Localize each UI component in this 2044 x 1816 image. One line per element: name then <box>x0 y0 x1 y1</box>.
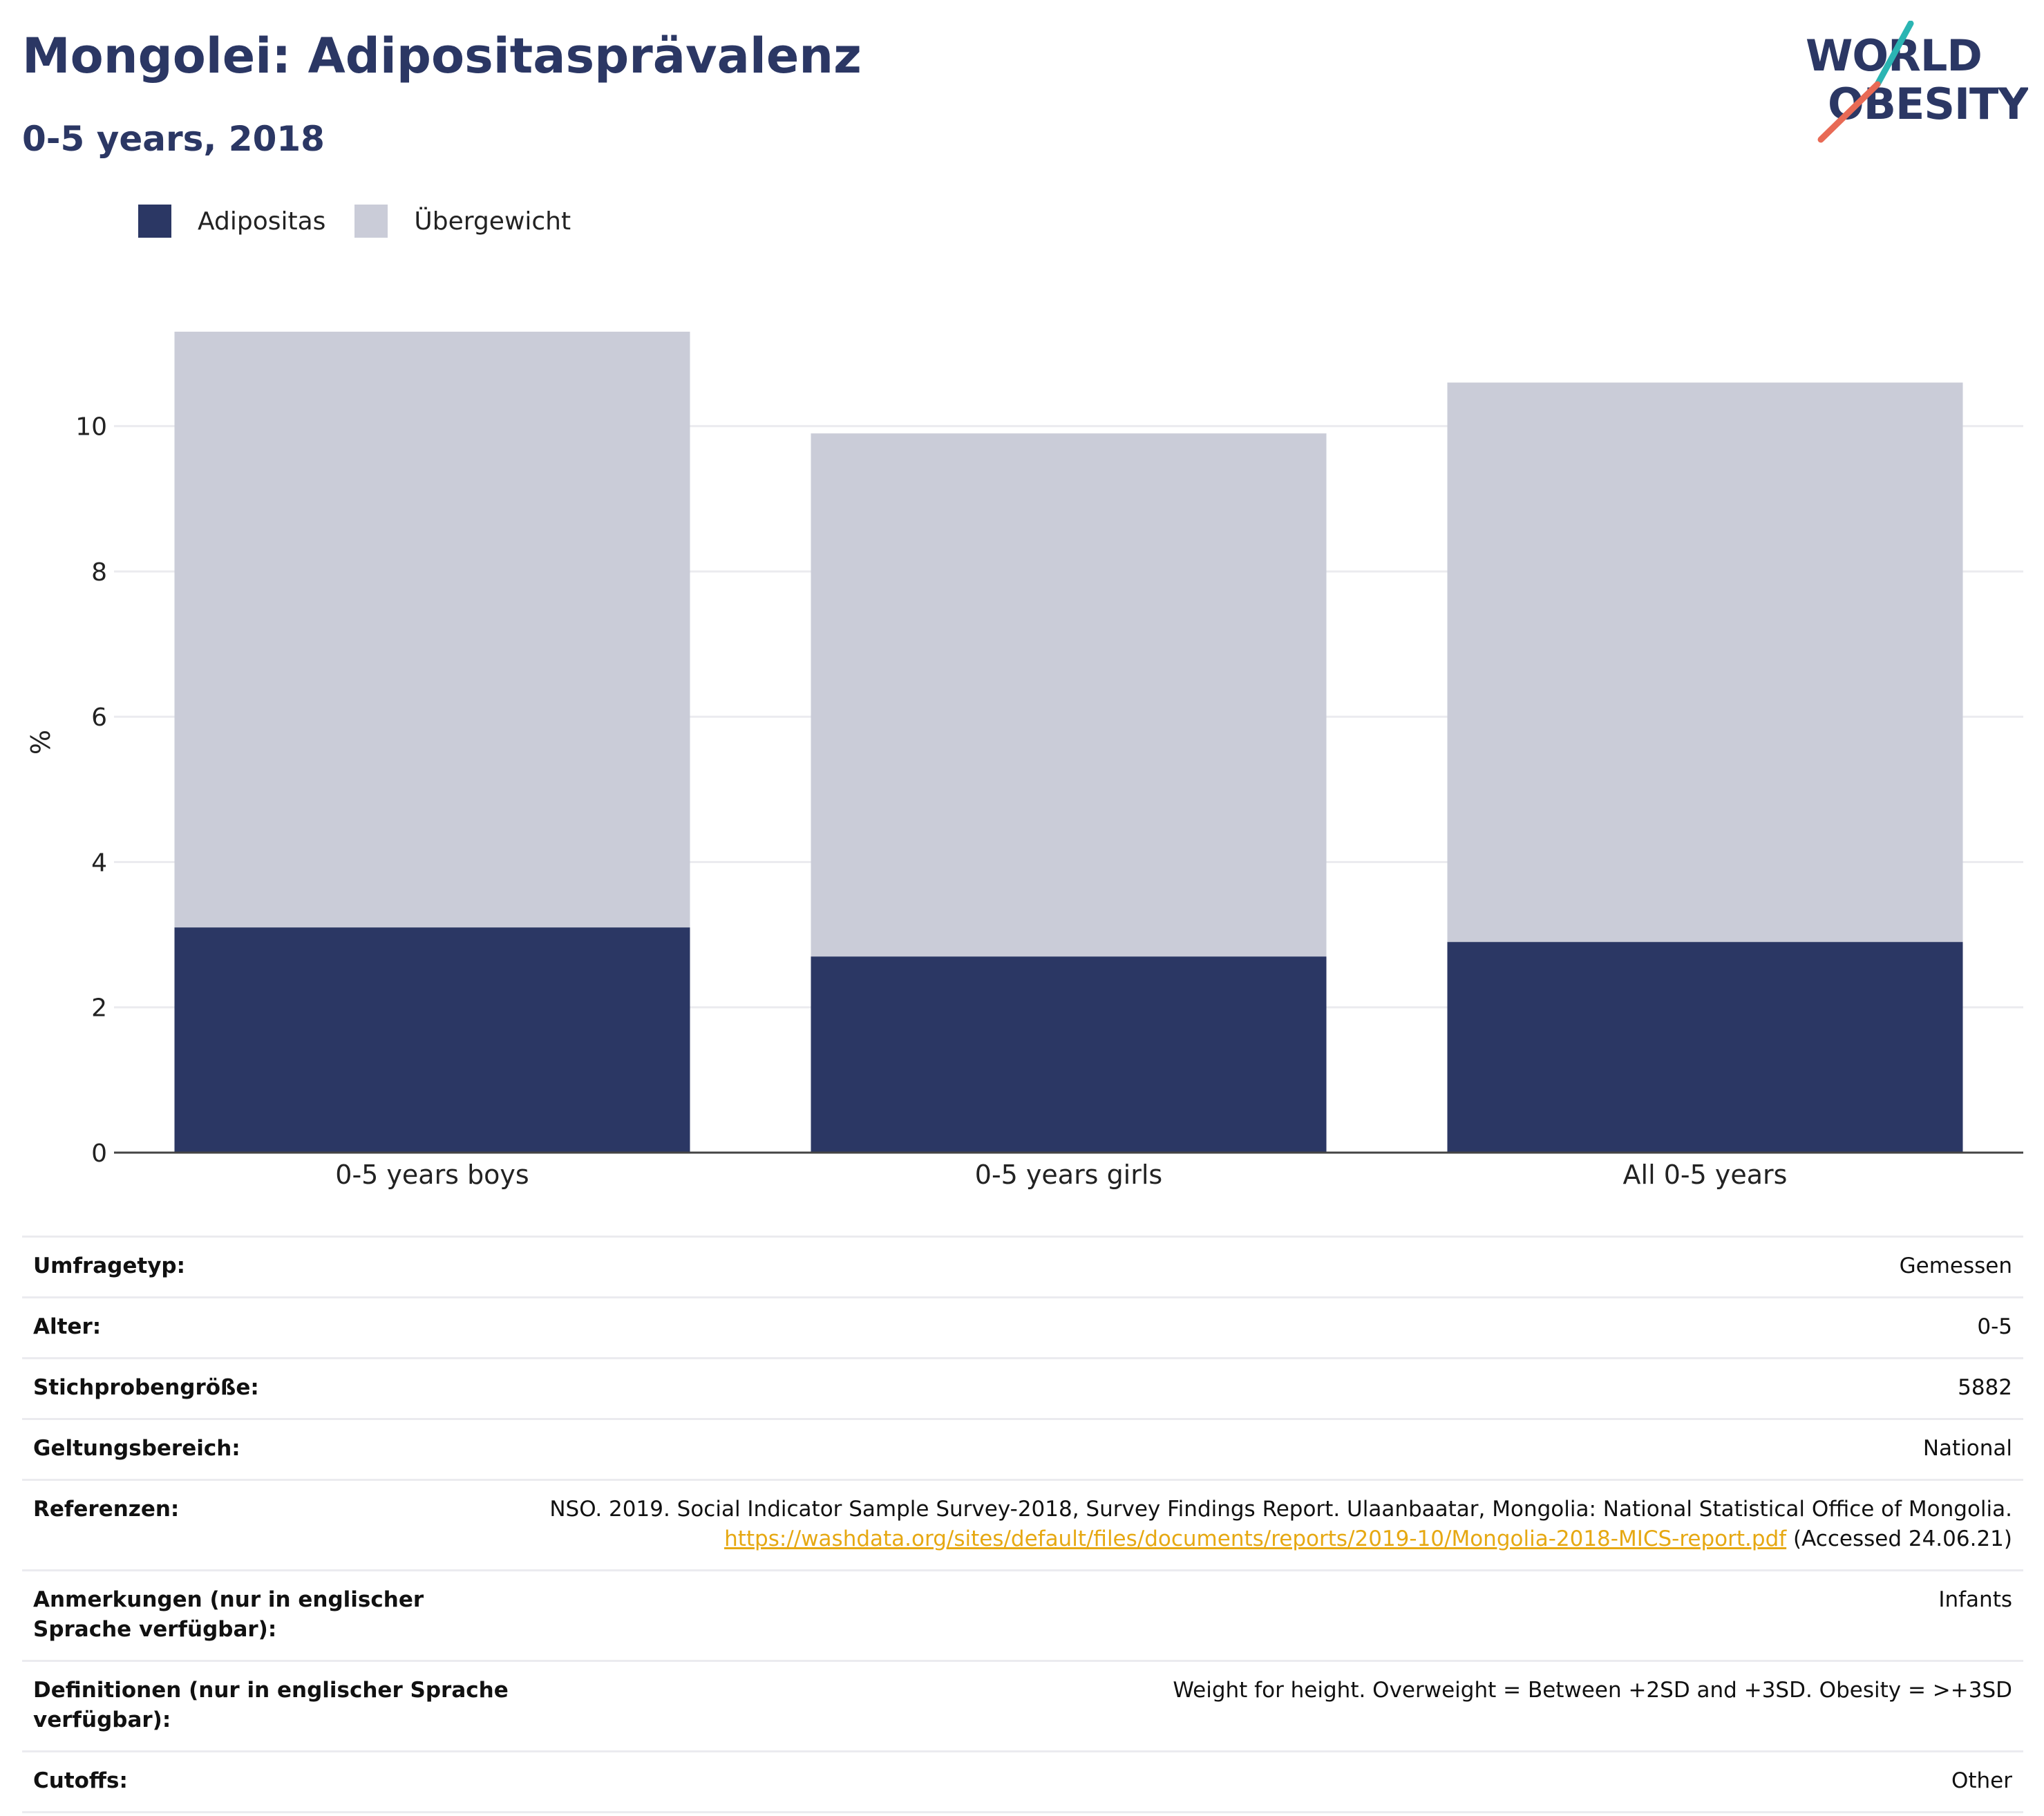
y-axis-title: % <box>26 730 56 755</box>
info-value: 0-5 <box>528 1296 2023 1359</box>
legend-swatch-uebergewicht <box>354 205 388 238</box>
y-tick-label: 8 <box>91 558 107 587</box>
info-value: National <box>528 1418 2023 1480</box>
legend-swatch-adipositas <box>138 205 171 238</box>
info-label: Stichprobengröße: <box>22 1357 528 1419</box>
chart-title: Mongolei: Adipositasprävalenz <box>22 28 862 84</box>
bar-uebergewicht <box>1447 382 1963 943</box>
info-row-references: Referenzen: NSO. 2019. Social Indicator … <box>22 1479 2023 1571</box>
legend-label-adipositas: Adipositas <box>198 207 326 236</box>
info-row-definitions: Definitionen (nur in englischer Sprache … <box>22 1660 2023 1752</box>
info-row-cutoffs: Cutoffs: Other <box>22 1750 2023 1813</box>
chart-legend: Adipositas Übergewicht <box>138 205 600 238</box>
legend-item-adipositas[interactable]: Adipositas <box>138 205 325 238</box>
info-value: 5882 <box>528 1357 2023 1419</box>
info-row-scope: Geltungsbereich: National <box>22 1418 2023 1480</box>
info-label: Umfragetyp: <box>22 1236 528 1298</box>
logo-slash-red <box>1817 81 1881 143</box>
y-tick-label: 2 <box>91 994 107 1023</box>
reference-accessed: (Accessed 24.06.21) <box>1786 1526 2012 1551</box>
x-tick-label: 0-5 years boys <box>335 1160 529 1190</box>
legend-item-uebergewicht[interactable]: Übergewicht <box>354 205 571 238</box>
x-tick-label: 0-5 years girls <box>975 1160 1162 1190</box>
info-value: Other <box>528 1750 2023 1813</box>
y-tick-label: 6 <box>91 703 107 732</box>
info-value: Gemessen <box>528 1236 2023 1298</box>
logo-slash-teal <box>1874 21 1914 88</box>
info-label: Referenzen: <box>22 1479 528 1571</box>
info-value-references: NSO. 2019. Social Indicator Sample Surve… <box>528 1479 2023 1571</box>
world-obesity-logo: WORLD OBESITY <box>1806 21 2028 143</box>
info-label: Cutoffs: <box>22 1750 528 1813</box>
y-tick-label: 10 <box>75 413 107 442</box>
legend-label-uebergewicht: Übergewicht <box>414 207 571 236</box>
stacked-bar-chart: 0 2 4 6 8 10% 0-5 years boys 0-5 years girls All… <box>26 332 2023 1190</box>
info-value: Weight for height. Overweight = Between … <box>528 1660 2023 1752</box>
y-tick-label: 4 <box>91 849 107 877</box>
bar-uebergewicht <box>811 433 1327 957</box>
reference-text: NSO. 2019. Social Indicator Sample Surve… <box>549 1497 2012 1522</box>
y-tick-label: 0 <box>91 1139 107 1168</box>
x-tick-label: All 0-5 years <box>1623 1160 1788 1190</box>
info-row-sample-size: Stichprobengröße: 5882 <box>22 1357 2023 1419</box>
info-label: Anmerkungen (nur in englischer Sprache v… <box>22 1569 528 1661</box>
reference-link[interactable]: https://washdata.org/sites/default/files… <box>724 1526 1787 1551</box>
info-label: Definitionen (nur in englischer Sprache … <box>22 1660 528 1752</box>
info-row-notes: Anmerkungen (nur in englischer Sprache v… <box>22 1569 2023 1661</box>
info-row-survey-type: Umfragetyp: Gemessen <box>22 1236 2023 1298</box>
bar-uebergewicht <box>174 332 690 928</box>
bar-adipositas <box>174 927 690 1153</box>
survey-info-table: Umfragetyp: Gemessen Alter: 0-5 Stichpro… <box>22 1236 2023 1813</box>
chart-subtitle: 0-5 years, 2018 <box>22 119 325 159</box>
info-label: Geltungsbereich: <box>22 1418 528 1480</box>
info-row-age: Alter: 0-5 <box>22 1296 2023 1359</box>
info-value: Infants <box>528 1569 2023 1661</box>
bar-adipositas <box>811 956 1327 1153</box>
info-label: Alter: <box>22 1296 528 1359</box>
bar-adipositas <box>1447 942 1963 1153</box>
